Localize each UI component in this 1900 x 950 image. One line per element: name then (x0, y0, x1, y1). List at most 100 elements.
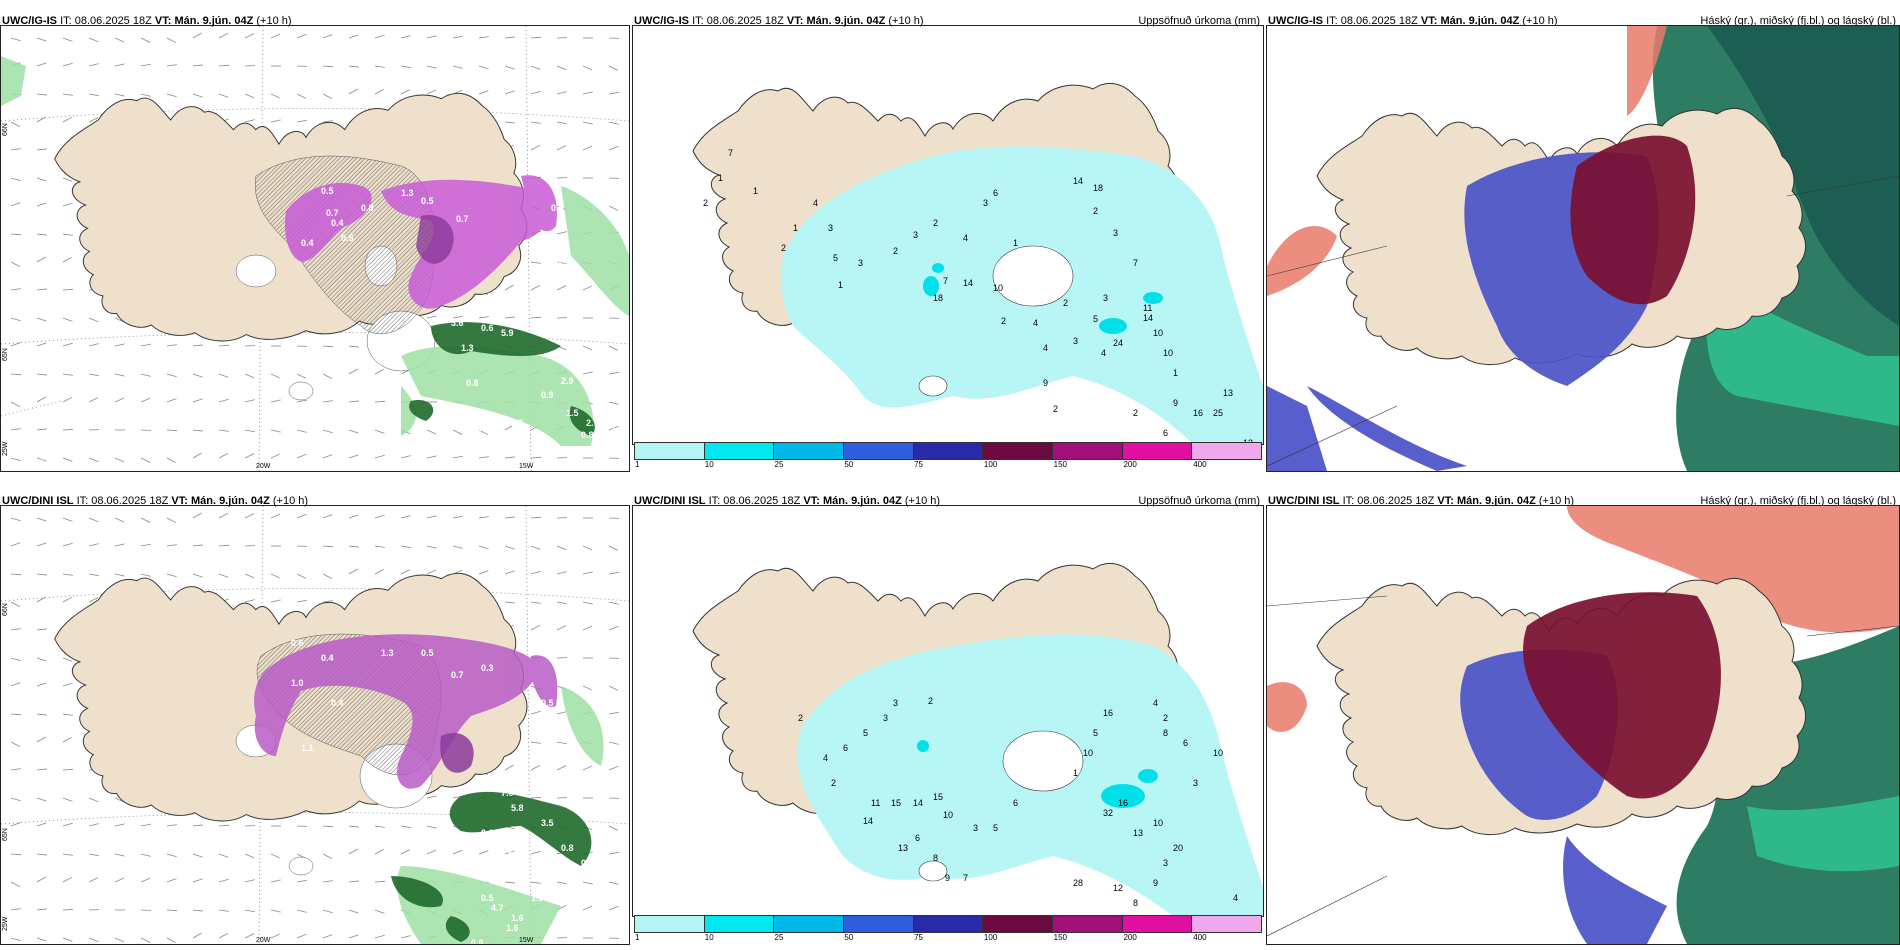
wind-barb (504, 545, 515, 550)
wind-barb (400, 455, 411, 459)
map-frame[interactable] (1266, 25, 1900, 472)
wind-barb (36, 822, 47, 827)
wind-barb (140, 397, 151, 403)
value-label: 2 (1133, 408, 1138, 418)
wind-barb (608, 145, 619, 151)
low-cloud (1523, 592, 1721, 799)
panel-ig-is-precip: UWC/IG-IS IT: 08.06.2025 18Z VT: Mán. 9.… (632, 10, 1264, 472)
value-label: 10 (943, 810, 953, 820)
legend-swatch (1053, 916, 1123, 932)
wind-barb (10, 822, 21, 827)
wind-barb (530, 65, 541, 70)
wind-barb (348, 545, 359, 548)
value-label: 0.5 (421, 648, 434, 658)
wind-barb (296, 933, 307, 939)
wind-barb (582, 571, 593, 575)
wind-barb (608, 65, 619, 71)
lightning-purple (254, 634, 558, 789)
value-label: 13 (1223, 388, 1233, 398)
value-label: 11 (1143, 303, 1152, 313)
value-label: 2 (1093, 206, 1098, 216)
wind-barb (374, 65, 385, 68)
graticule (1267, 175, 1899, 467)
map-frame[interactable]: 2 4 2 6 5 3 3 2 14 11 15 14 15 10 13 6 8 9 7 3 5 6 32 16 13 10 20 2… (632, 505, 1264, 917)
value-label: 5.9 (501, 328, 514, 338)
value-label: 0.6 (581, 858, 594, 868)
wind-barb (62, 797, 73, 802)
wind-barb (244, 93, 255, 99)
vt-label: VT: (154, 15, 172, 27)
wind-barb (192, 344, 203, 347)
panel-dini-precip: UWC/DINI ISL IT: 08.06.2025 18Z VT: Mán.… (632, 490, 1264, 945)
wind-barb (322, 880, 333, 883)
lead-time: (+10 h) (1538, 495, 1575, 507)
wind-barb (556, 545, 567, 551)
wind-barb (10, 573, 22, 576)
wind-barb (10, 881, 21, 888)
wind-barb (608, 121, 619, 125)
model-name: UWC/DINI ISL (2, 495, 74, 507)
wind-barb (36, 908, 47, 911)
wind-barb (88, 117, 99, 123)
wind-barb (426, 89, 437, 95)
legend-label: 25 (774, 933, 784, 942)
value-label: 24 (1113, 338, 1123, 348)
wind-barb (192, 32, 202, 39)
wind-barb (608, 905, 619, 911)
value-label: 0.5 (481, 893, 494, 903)
value-label: 0.8 (361, 203, 374, 213)
wind-barb (114, 517, 125, 523)
map-frame[interactable]: 66N 65N 25W 20W 15W 2.6 0.5 0.7 0.4 0.8 1.3 0.… (0, 25, 630, 472)
value-label: 6 (843, 743, 848, 753)
value-label: 4 (1101, 348, 1106, 358)
valid-time: Mán. 9.jún. 04Z (806, 15, 886, 27)
wind-barb (348, 880, 359, 883)
wind-barb (62, 177, 73, 182)
wind-barb (36, 202, 47, 207)
wind-barb (114, 63, 125, 67)
precip-heavy (917, 740, 1158, 808)
wind-barb (88, 37, 99, 43)
wind-barb (374, 545, 385, 548)
value-label: 7 (943, 276, 948, 286)
wind-barb (270, 429, 281, 433)
legend-swatch (635, 916, 705, 932)
wind-barb (88, 877, 99, 883)
legend-label: 25 (774, 460, 784, 469)
value-label: 2 (1163, 713, 1168, 723)
wind-barb (244, 399, 255, 403)
map-frame[interactable]: 66N 65N 25W 20W 15W 0.6 0.4 1.3 0.5 0.7 0.3 1.… (0, 505, 630, 945)
wind-barb (192, 573, 203, 578)
wind-barb (296, 33, 307, 39)
wind-barb (244, 429, 255, 433)
value-label: 5 (1093, 728, 1098, 738)
value-label: 11 (871, 798, 880, 808)
legend-label: 50 (844, 460, 854, 469)
value-label: 28 (1073, 878, 1083, 888)
wind-barb (348, 65, 359, 68)
model-name: UWC/DINI ISL (1268, 495, 1340, 507)
map-frame[interactable] (1266, 505, 1900, 945)
wind-barb (478, 850, 489, 855)
value-label: 2 (703, 198, 708, 208)
panel-header: UWC/DINI ISL IT: 08.06.2025 18Z VT: Mán.… (1266, 490, 1900, 512)
wind-barb (218, 344, 230, 347)
wind-barb (10, 233, 22, 236)
value-label: 18 (933, 293, 943, 303)
map-frame[interactable]: 2 1 7 1 2 1 4 3 5 1 3 2 3 2 7 4 14 18 10 2 4 4 2 3 5 4 3 11 10 24 14 9 1… (632, 25, 1264, 445)
header-left: UWC/DINI ISL IT: 08.06.2025 18Z VT: Mán.… (2, 495, 308, 507)
wind-barb (270, 909, 281, 913)
legend-swatch (913, 916, 984, 932)
precip-legend (634, 442, 1262, 460)
wind-barb (452, 315, 463, 319)
wind-barb (374, 429, 385, 434)
wind-barb (62, 317, 73, 322)
wind-barb (218, 93, 229, 98)
wind-barb (114, 937, 125, 943)
wind-barb (166, 457, 177, 464)
value-label: 14 (1143, 313, 1153, 323)
wind-barb (478, 429, 489, 436)
lead-time: (+10 h) (888, 15, 924, 27)
wind-barb (478, 316, 489, 319)
value-label: 32 (1103, 808, 1113, 818)
